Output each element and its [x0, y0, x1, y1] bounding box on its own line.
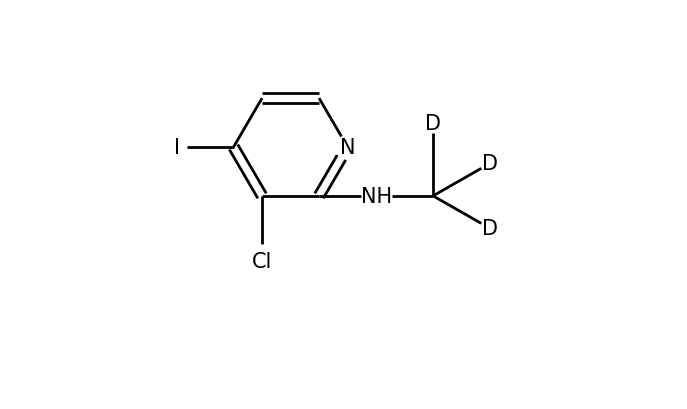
Text: D: D	[482, 154, 498, 174]
Text: I: I	[174, 138, 179, 157]
Text: N: N	[340, 138, 355, 157]
Text: NH: NH	[361, 187, 392, 207]
Text: Cl: Cl	[252, 252, 272, 271]
Text: D: D	[482, 219, 498, 239]
Text: D: D	[425, 113, 441, 133]
